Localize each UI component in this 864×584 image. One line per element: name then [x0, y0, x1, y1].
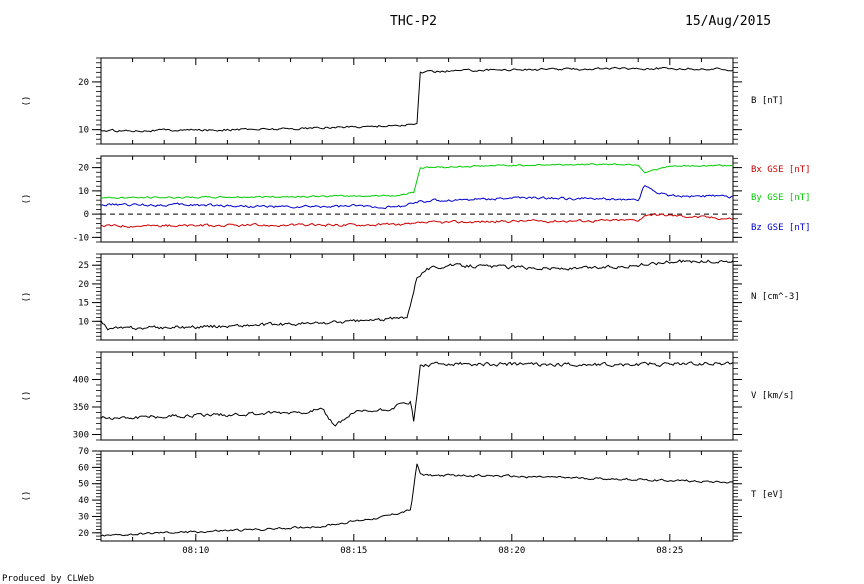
- series-label: By GSE [nT]: [751, 193, 811, 203]
- panel-2: -10 0 10 20 () Bx GSE [nT] By GSE [nT] Bz GSE […: [22, 155, 811, 243]
- y-tick-label: 400: [73, 376, 89, 386]
- y-unit-label: (): [22, 292, 32, 303]
- y-tick-label: 10: [78, 317, 89, 327]
- series-label: N [cm^-3]: [751, 292, 800, 302]
- y-tick-label: 25: [78, 261, 89, 271]
- chart-title: THC-P2: [390, 14, 437, 29]
- series-label: Bz GSE [nT]: [751, 223, 811, 233]
- series-line-1: [100, 212, 734, 229]
- y-tick-label: 15: [78, 299, 89, 309]
- series-line-3: [100, 184, 734, 210]
- y-unit-label: (): [22, 491, 32, 502]
- x-tick-label: 08:25: [656, 546, 683, 556]
- panel-3: 10 15 20 25 () N [cm^-3]: [22, 253, 800, 341]
- y-tick-label: 300: [73, 431, 89, 441]
- y-tick-label: 20: [78, 529, 89, 539]
- y-tick-label: 10: [78, 187, 89, 197]
- series-line-1: [100, 66, 734, 133]
- y-tick-label: 10: [78, 126, 89, 136]
- y-tick-label: -10: [73, 233, 89, 243]
- series-label: B [nT]: [751, 96, 784, 106]
- series-line-2: [100, 163, 734, 199]
- panel-frame: [100, 57, 734, 145]
- series-line-1: [100, 463, 734, 537]
- panel-frame: [100, 155, 734, 243]
- y-unit-label: (): [22, 194, 32, 205]
- panel-5: 20 30 40 50 60 70 08:10 08:15 08:20 08:25 () T [eV]: [22, 447, 784, 556]
- y-tick-label: 20: [78, 280, 89, 290]
- y-unit-label: (): [22, 391, 32, 402]
- panel-4: 300 350 400 () V [km/s]: [22, 351, 794, 441]
- y-tick-label: 70: [78, 447, 89, 457]
- y-tick-label: 20: [78, 164, 89, 174]
- y-tick-label: 40: [78, 496, 89, 506]
- y-tick-label: 50: [78, 480, 89, 490]
- panels-group: 10 20 () B [nT] -10 0 10 20 () Bx GSE [nT] By GSE …: [22, 57, 811, 556]
- series-label: T [eV]: [751, 490, 784, 500]
- y-tick-label: 30: [78, 512, 89, 522]
- footer-credit: Produced by CLWeb: [2, 574, 94, 584]
- y-tick-label: 60: [78, 463, 89, 473]
- x-tick-label: 08:15: [340, 546, 367, 556]
- series-line-1: [100, 361, 734, 427]
- y-tick-label: 0: [84, 210, 89, 220]
- panel-1: 10 20 () B [nT]: [22, 57, 784, 145]
- y-tick-label: 20: [78, 78, 89, 88]
- series-label: V [km/s]: [751, 391, 794, 401]
- series-line-1: [100, 259, 734, 331]
- y-unit-label: (): [22, 96, 32, 107]
- x-tick-label: 08:10: [182, 546, 209, 556]
- y-tick-label: 350: [73, 403, 89, 413]
- series-label: Bx GSE [nT]: [751, 165, 811, 175]
- x-tick-label: 08:20: [498, 546, 525, 556]
- chart-date: 15/Aug/2015: [685, 14, 771, 29]
